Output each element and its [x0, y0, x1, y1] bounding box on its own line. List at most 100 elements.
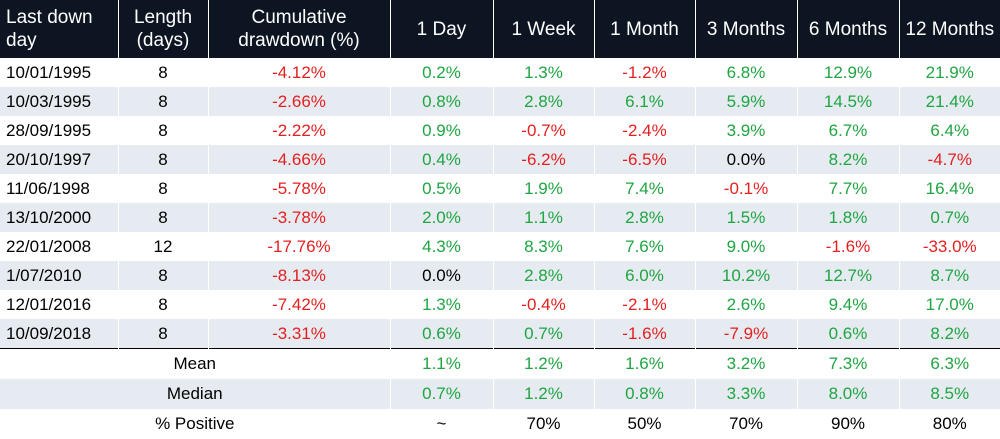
cell-1-month: -1.2%	[594, 58, 696, 87]
cell-6-months: 6.7%	[797, 116, 900, 145]
cell-cumulative-drawdown: -2.22%	[208, 116, 391, 145]
summary-label: % Positive	[0, 409, 391, 439]
header-12-months: 12 Months	[899, 0, 1000, 58]
cell-6-months: 12.9%	[797, 58, 900, 87]
cell-1-day: 0.4%	[390, 145, 494, 174]
table-row: 11/06/1998 8 -5.78% 0.5% 1.9% 7.4% -0.1% 7.7% 16…	[0, 174, 1000, 203]
cell-last-down-day: 12/01/2016	[0, 290, 119, 319]
cell-1-day: 0.2%	[390, 58, 494, 87]
cell-last-down-day: 22/01/2008	[0, 232, 119, 261]
cell-1-month: -2.4%	[594, 116, 696, 145]
cell-1-month: 2.8%	[594, 203, 696, 232]
cell-1-month: -6.5%	[594, 145, 696, 174]
cell-3-months: -7.9%	[695, 319, 798, 349]
cell-length: 8	[118, 290, 209, 319]
cell-12-months: 17.0%	[925, 294, 974, 314]
cell-1-week: -6.2%	[493, 145, 595, 174]
cell-1-day: 0.5%	[390, 174, 494, 203]
summary-12-months: 80%	[932, 414, 967, 433]
cell-12-months: 21.4%	[899, 87, 1000, 116]
cell-1-week: -0.4%	[493, 290, 595, 319]
header-1-week: 1 Week	[493, 0, 595, 58]
cell-6-months: 9.4%	[797, 290, 900, 319]
cell-length: 8	[118, 58, 209, 87]
cell-3-months: 2.6%	[695, 290, 798, 319]
summary-label: Median	[0, 379, 391, 409]
cell-length: 8	[118, 174, 209, 203]
cell-3-months: -0.1%	[695, 174, 798, 203]
summary-row: Median 0.7% 1.2% 0.8% 3.3% 8.0% 8.5%	[0, 379, 1000, 409]
cell-12-months: 0.7%	[899, 203, 1000, 232]
cell-length: 8	[118, 261, 209, 290]
cell-1-week: 2.8%	[493, 261, 595, 290]
table-row: 1/07/2010 8 -8.13% 0.0% 2.8% 6.0% 10.2% 12.7% 8.…	[0, 261, 1000, 290]
table-row: 20/10/1997 8 -4.66% 0.4% -6.2% -6.5% 0.0% 8.2% -…	[0, 145, 1000, 174]
cell-cumulative-drawdown: -2.66%	[208, 87, 391, 116]
summary-row: Mean 1.1% 1.2% 1.6% 3.2% 7.3% 6.3%	[0, 348, 1000, 379]
cell-last-down-day: 20/10/1997	[0, 145, 119, 174]
header-last-down-day: Last down day	[0, 0, 119, 58]
cell-1-day: 0.6%	[390, 319, 494, 349]
cell-1-week: 1.1%	[493, 203, 595, 232]
cell-12-months: 6.4%	[930, 120, 970, 140]
cell-6-months: 0.6%	[797, 319, 900, 349]
cell-cumulative-drawdown: -3.31%	[208, 319, 391, 349]
table-row: 12/01/2016 8 -7.42% 1.3% -0.4% -2.1% 2.6% 9.4% 1…	[0, 290, 1000, 319]
cell-1-week: 8.3%	[493, 232, 595, 261]
cell-6-months: 7.7%	[797, 174, 900, 203]
cell-cumulative-drawdown: -7.42%	[208, 290, 391, 319]
cell-last-down-day: 10/03/1995	[0, 87, 119, 116]
header-6-months: 6 Months	[797, 0, 900, 58]
summary-3-months: 3.2%	[695, 348, 798, 379]
cell-12-months: -33.0%	[922, 236, 977, 256]
cell-last-down-day: 13/10/2000	[0, 203, 119, 232]
header-1-day: 1 Day	[390, 0, 494, 58]
summary-1-week: 70%	[493, 409, 595, 439]
summary-1-day: 1.1%	[390, 348, 494, 379]
cell-cumulative-drawdown: -5.78%	[208, 174, 391, 203]
cell-1-week: 0.7%	[493, 319, 595, 349]
cell-length: 8	[118, 87, 209, 116]
table-row: 22/01/2008 12 -17.76% 4.3% 8.3% 7.6% 9.0% -1.6%…	[0, 232, 1000, 261]
cell-1-month: 7.4%	[594, 174, 696, 203]
cell-12-months: -4.7%	[899, 145, 1000, 174]
cell-1-day: 0.9%	[390, 116, 494, 145]
cell-1-week: 1.3%	[493, 58, 595, 87]
summary-12-months: 6.3%	[899, 348, 1000, 379]
cell-last-down-day: 10/09/2018	[0, 319, 119, 349]
cell-3-months: 10.2%	[695, 261, 798, 290]
summary-3-months: 3.3%	[695, 379, 798, 409]
summary-3-months: 70%	[695, 409, 798, 439]
cell-3-months: 3.9%	[695, 116, 798, 145]
cell-1-month: 7.6%	[594, 232, 696, 261]
header-row: Last down day Length (days) Cumulative d…	[0, 0, 1000, 58]
cell-6-months: 12.7%	[797, 261, 900, 290]
table-row: 10/09/2018 8 -3.31% 0.6% 0.7% -1.6% -7.9% 0.6% 8…	[0, 319, 1000, 349]
summary-1-month: 1.6%	[594, 348, 696, 379]
cell-12-months: 8.7%	[899, 261, 1000, 290]
header-cumulative-drawdown: Cumulative drawdown (%)	[208, 0, 391, 58]
cell-3-months: 1.5%	[695, 203, 798, 232]
cell-cumulative-drawdown: -4.66%	[208, 145, 391, 174]
cell-1-day: 0.8%	[390, 87, 494, 116]
table-row: 13/10/2000 8 -3.78% 2.0% 1.1% 2.8% 1.5% 1.8% 0.7…	[0, 203, 1000, 232]
cell-3-months: 0.0%	[695, 145, 798, 174]
summary-6-months: 90%	[797, 409, 900, 439]
cell-12-months: 21.9%	[925, 62, 974, 82]
cell-12-months: 8.2%	[899, 319, 1000, 349]
summary-1-day: 0.7%	[390, 379, 494, 409]
cell-last-down-day: 11/06/1998	[0, 174, 119, 203]
summary-1-week: 1.2%	[493, 379, 595, 409]
cell-6-months: 14.5%	[797, 87, 900, 116]
cell-1-day: 2.0%	[390, 203, 494, 232]
cell-12-months: 16.4%	[925, 178, 974, 198]
header-3-months: 3 Months	[695, 0, 798, 58]
cell-cumulative-drawdown: -4.12%	[208, 58, 391, 87]
cell-1-day: 0.0%	[390, 261, 494, 290]
cell-6-months: -1.6%	[797, 232, 900, 261]
cell-last-down-day: 1/07/2010	[0, 261, 119, 290]
header-1-month: 1 Month	[594, 0, 696, 58]
summary-1-day: ~	[390, 409, 494, 439]
cell-last-down-day: 28/09/1995	[0, 116, 119, 145]
